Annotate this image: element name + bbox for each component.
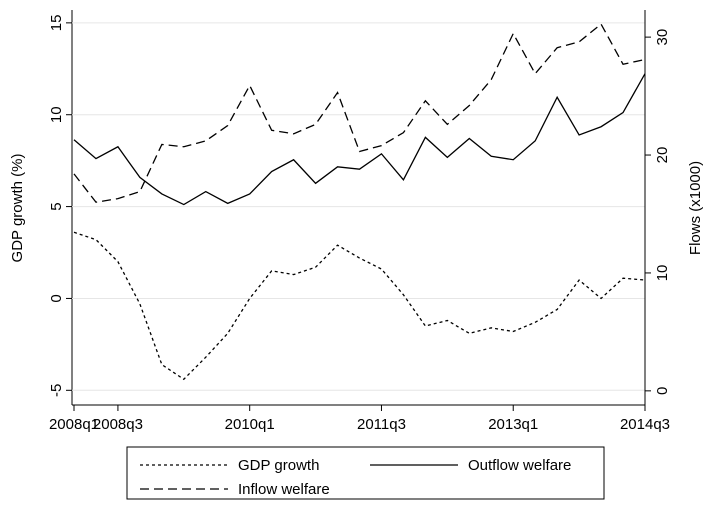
y-tick-label: 5	[48, 202, 65, 210]
legend-box	[126, 446, 605, 500]
y2-axis-title: Flows (x1000)	[687, 161, 704, 255]
y-axis-title: GDP growth (%)	[9, 154, 26, 263]
series-line	[73, 23, 646, 203]
y-tick-label: 10	[48, 106, 65, 123]
series-line	[73, 231, 646, 381]
y-tick-label: -5	[48, 384, 65, 397]
x-tick-label: 2014q3	[620, 416, 670, 433]
series-line	[73, 73, 646, 206]
y-tick-label: 15	[48, 15, 65, 32]
x-tick-label: 2011q3	[357, 416, 406, 433]
y2-tick-label: 10	[654, 265, 671, 282]
y-tick-label: 0	[48, 294, 65, 302]
y2-tick-label: 0	[654, 387, 671, 395]
legend-label: Outflow welfare	[468, 457, 571, 474]
x-tick-label: 2010q1	[225, 416, 275, 433]
y2-tick-label: 20	[654, 147, 671, 164]
x-tick-label: 2008q3	[93, 416, 143, 433]
y2-tick-label: 30	[654, 29, 671, 46]
legend-label: GDP growth	[238, 457, 319, 474]
x-tick-label: 2008q1	[49, 416, 99, 433]
x-tick-label: 2013q1	[488, 416, 538, 433]
legend-label: Inflow welfare	[238, 481, 330, 498]
